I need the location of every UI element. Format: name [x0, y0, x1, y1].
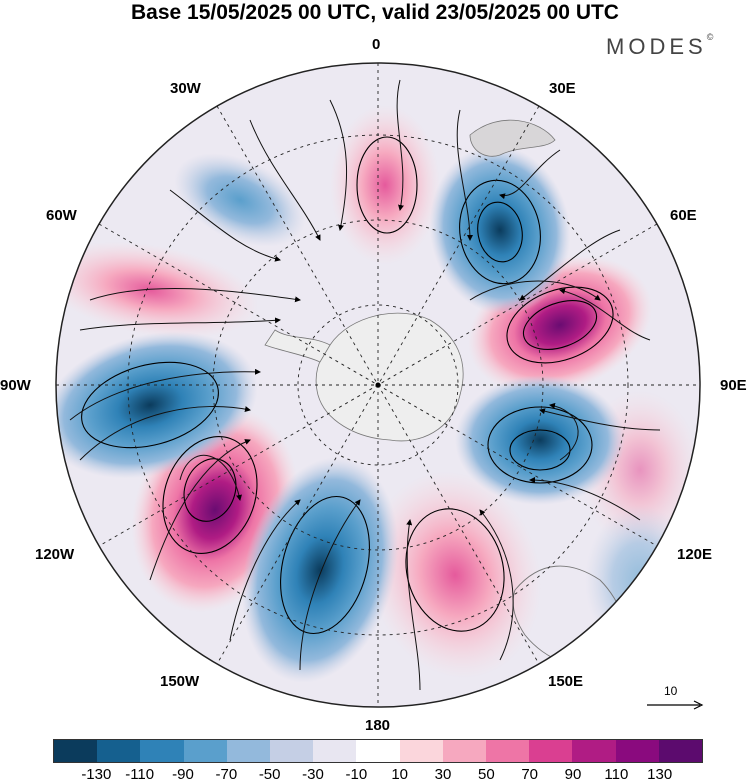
anomaly-negative-40e — [429, 145, 571, 315]
lon-label-150e: 150E — [548, 673, 584, 690]
colorbar-segment — [529, 740, 573, 762]
colorbar-segment — [54, 740, 98, 762]
colorbar-segment — [313, 740, 357, 762]
colorbar-segment — [140, 740, 184, 762]
wind-scale-label: 10 — [664, 684, 678, 698]
colorbar-tick-label: -70 — [215, 766, 238, 783]
lon-label-90w: 90W — [0, 377, 31, 394]
anomaly-positive-65w — [56, 241, 259, 339]
colorbar-tick-label: 90 — [564, 766, 582, 783]
contour-lines — [81, 136, 614, 635]
lon-label-180: 180 — [365, 717, 391, 734]
colorbar-segment — [356, 740, 400, 762]
colorbar-segment — [97, 740, 141, 762]
colorbar-tick-label: 70 — [521, 766, 538, 783]
antarctic-peninsula — [264, 329, 331, 363]
anomaly-positive-0e — [330, 105, 440, 265]
colorbar-segment — [615, 740, 659, 762]
anomaly-negative-130e — [585, 505, 695, 655]
colorbar-tick-label: -30 — [302, 766, 324, 783]
lon-label-30e: 30E — [549, 80, 576, 97]
colorbar-segment — [442, 740, 487, 762]
lon-label-120e: 120E — [677, 546, 713, 563]
modes-logo: MODES© — [606, 32, 714, 60]
colorbar-segment — [226, 740, 271, 762]
lon-label-150w: 150W — [160, 673, 200, 690]
brand-text: MODES — [606, 34, 707, 59]
colorbar-segment — [270, 740, 314, 762]
anomaly-negative-165w — [241, 457, 399, 683]
anomaly-negative-95w — [56, 331, 258, 479]
colorbar-segment — [572, 740, 616, 762]
lon-label-60e: 60E — [670, 207, 697, 224]
colorbar-tick-label: 130 — [647, 766, 673, 783]
field-layer — [56, 63, 700, 707]
colorbar-tick-label: -50 — [258, 766, 281, 783]
colorbar-tick-label: -130 — [81, 766, 112, 783]
antarctica-landmass — [315, 312, 464, 442]
colorbar-tick-label: 50 — [477, 766, 495, 783]
anomaly-negative-30w — [174, 153, 306, 247]
colorbar-segment — [658, 740, 703, 762]
anomaly-negative-100e — [455, 375, 625, 505]
lon-label-120w: 120W — [35, 546, 75, 563]
colorbar-tick-label: 10 — [391, 766, 408, 783]
colorbar — [53, 739, 703, 763]
colorbar-tick-label: -10 — [345, 766, 368, 783]
wind-scale-arrow — [647, 700, 704, 710]
colorbar-segment — [486, 740, 530, 762]
colorbar-segment — [399, 740, 443, 762]
lon-label-0: 0 — [372, 36, 381, 53]
lon-label-30w: 30W — [170, 80, 201, 97]
colorbar-tick-label: 30 — [434, 766, 452, 783]
south-pole-marker — [375, 382, 381, 388]
africa-landmass — [469, 119, 556, 157]
colorbar-tick-label: -90 — [172, 766, 194, 783]
colorbar-segment — [183, 740, 227, 762]
colorbar-tick-label: 110 — [604, 766, 629, 783]
lon-label-60w: 60W — [46, 207, 77, 224]
brand-mark: © — [706, 32, 714, 42]
map-title: Base 15/05/2025 00 UTC, valid 23/05/2025… — [131, 1, 619, 24]
wind-streamlines — [69, 79, 661, 691]
lon-label-90e: 90E — [720, 377, 747, 394]
map-boundary — [55, 62, 701, 708]
colorbar-tick-label: -110 — [125, 766, 155, 783]
